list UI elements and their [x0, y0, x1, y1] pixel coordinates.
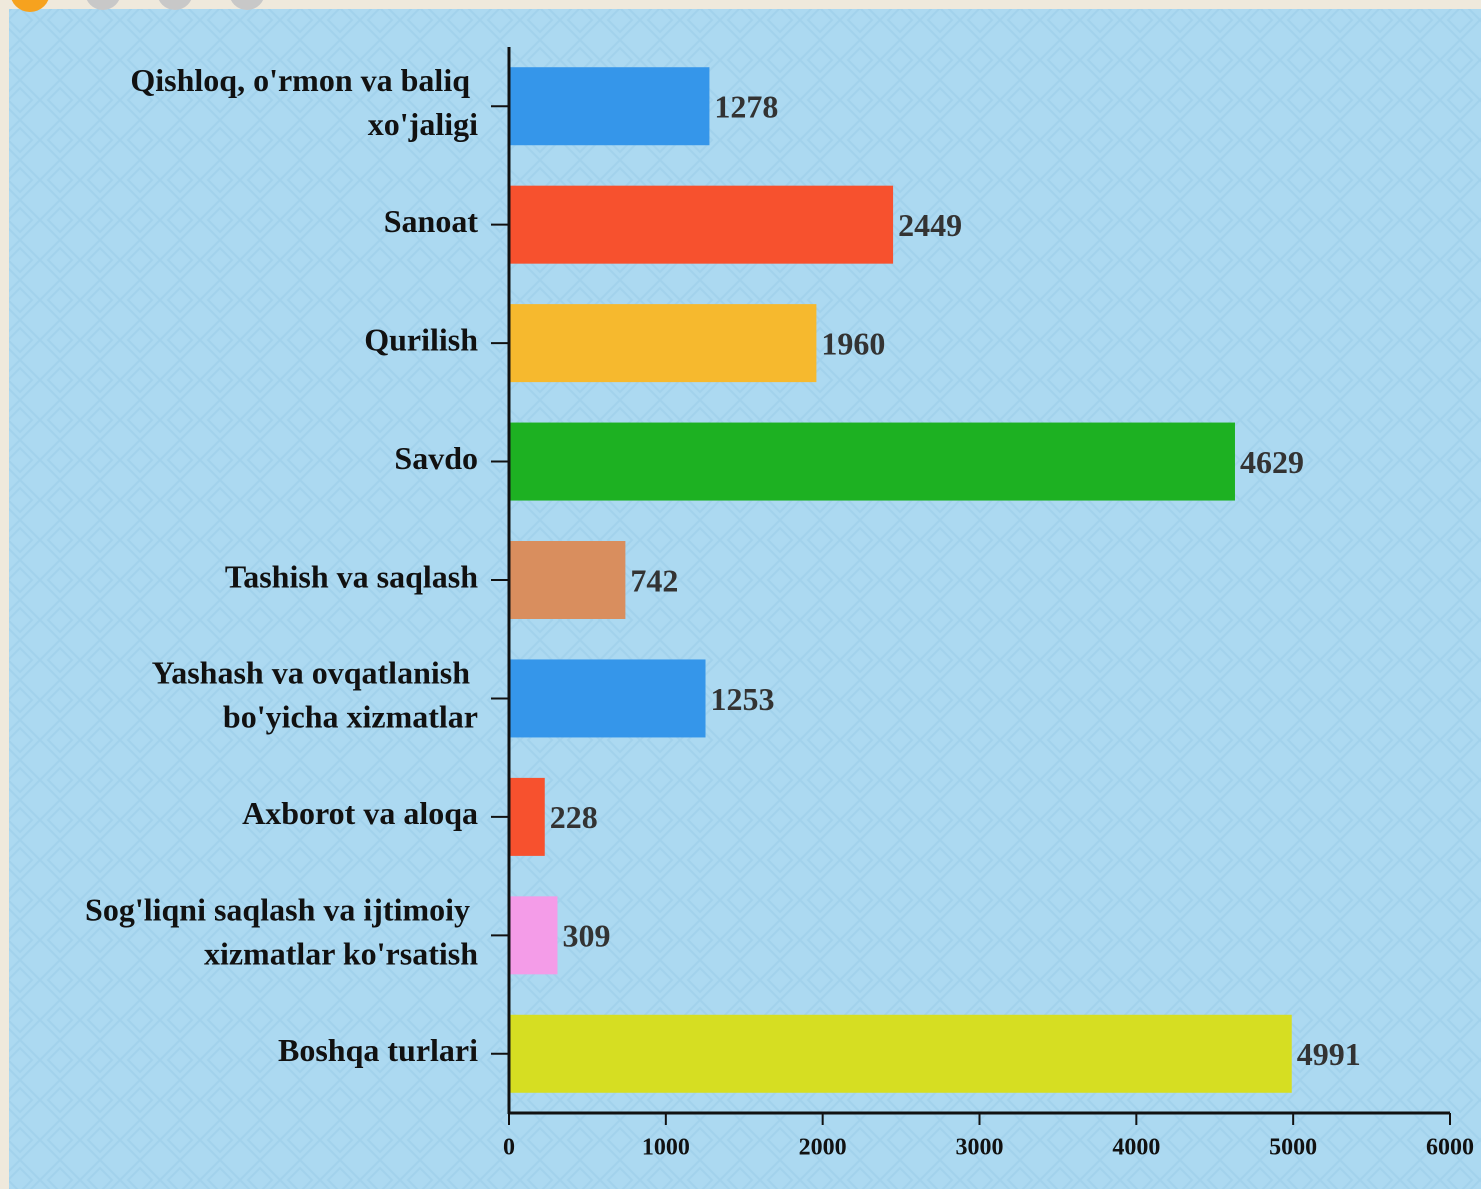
category-label: Savdo [394, 440, 478, 476]
window-button [230, 0, 264, 10]
category-label: Axborot va aloqa [242, 795, 478, 831]
bar [509, 304, 817, 383]
value-label: 1278 [714, 89, 778, 125]
x-tick-label: 3000 [956, 1135, 1004, 1161]
window-button [11, 0, 49, 12]
x-tick-label: 0 [503, 1135, 515, 1161]
value-label: 309 [562, 918, 610, 954]
window-button [86, 0, 120, 10]
value-label: 742 [630, 562, 678, 598]
window-button [158, 0, 192, 10]
bar [509, 185, 894, 264]
bar [509, 541, 626, 619]
category-label: Sanoat [384, 203, 479, 239]
value-label: 4991 [1297, 1036, 1361, 1072]
bar [509, 1014, 1292, 1093]
category-label: Tashish va saqlash [225, 558, 478, 594]
x-tick-label: 6000 [1426, 1135, 1474, 1161]
x-tick-label: 4000 [1112, 1135, 1160, 1161]
x-tick-label: 2000 [799, 1135, 847, 1161]
bar [509, 422, 1235, 501]
value-label: 4629 [1240, 444, 1304, 480]
bar [509, 659, 706, 738]
x-tick-label: 5000 [1269, 1135, 1317, 1161]
bar [509, 896, 558, 975]
category-label: Sog'liqni saqlash va ijtimoiy xizmatlar … [85, 892, 478, 972]
category-label: Qishloq, o'rmon va baliq xo'jaligi [130, 63, 478, 143]
category-label: Qurilish [364, 321, 478, 357]
value-label: 1253 [711, 681, 775, 717]
x-tick-label: 1000 [642, 1135, 690, 1161]
bar [509, 777, 545, 856]
bar [509, 67, 710, 146]
value-label: 228 [550, 799, 598, 835]
value-label: 2449 [898, 207, 962, 243]
category-label: Boshqa turlari [278, 1032, 478, 1068]
value-label: 1960 [821, 325, 885, 361]
category-label: Yashash va ovqatlanish bo'yicha xizmatla… [152, 655, 478, 735]
